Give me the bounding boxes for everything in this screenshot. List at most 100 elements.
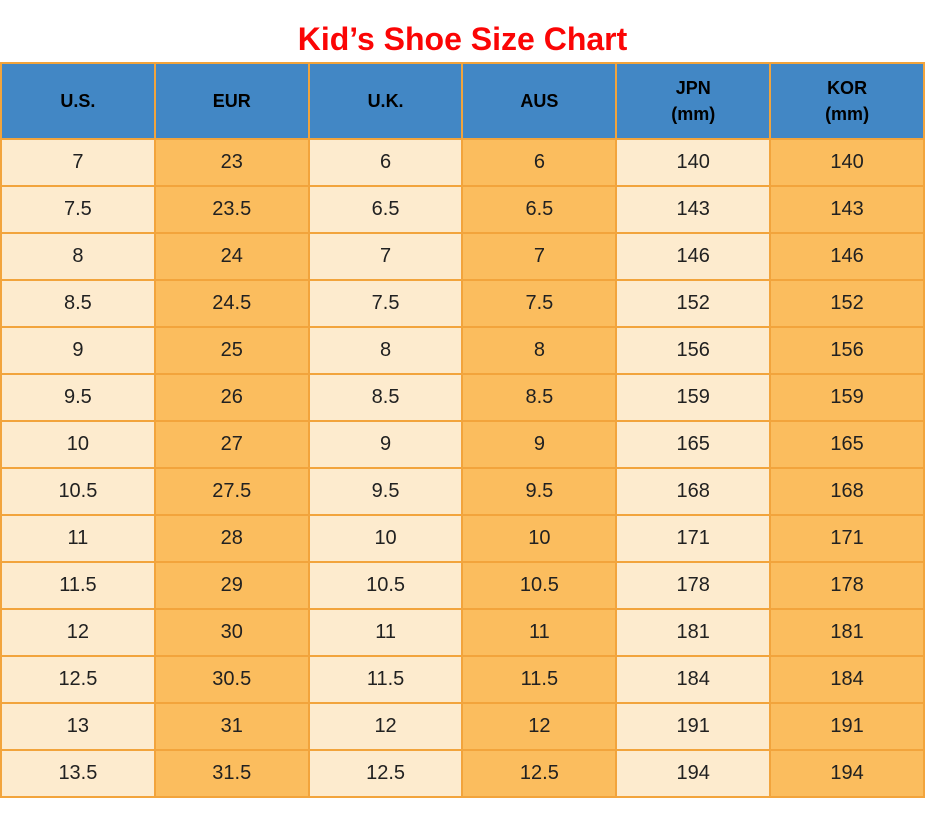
- table-cell: 10.5: [0, 467, 156, 516]
- table-cell: 9.5: [307, 467, 464, 516]
- table-cell: 8.5: [307, 373, 464, 422]
- table-cell: 191: [769, 702, 925, 751]
- table-cell: 184: [769, 655, 925, 704]
- column-header-jpn: JPN (mm): [615, 62, 772, 140]
- table-cell: 181: [615, 608, 772, 657]
- column-header-aus: AUS: [461, 62, 618, 140]
- table-cell: 146: [769, 232, 925, 281]
- table-row: 11 28 10 10 171 171: [0, 514, 925, 563]
- table-cell: 28: [153, 514, 310, 563]
- table-row: 10 27 9 9 165 165: [0, 420, 925, 469]
- table-cell: 8: [461, 326, 618, 375]
- table-cell: 10.5: [307, 561, 464, 610]
- table-cell: 140: [615, 138, 772, 187]
- table-cell: 152: [769, 279, 925, 328]
- table-cell: 159: [615, 373, 772, 422]
- table-cell: 140: [769, 138, 925, 187]
- table-cell: 7: [0, 138, 156, 187]
- table-cell: 13.5: [0, 749, 156, 798]
- table-cell: 11: [307, 608, 464, 657]
- table-row: 8.5 24.5 7.5 7.5 152 152: [0, 279, 925, 328]
- column-header-label: U.S.: [60, 91, 96, 111]
- table-cell: 24.5: [153, 279, 310, 328]
- table-cell: 13: [0, 702, 156, 751]
- table-cell: 171: [615, 514, 772, 563]
- table-cell: 11.5: [0, 561, 156, 610]
- table-cell: 30.5: [153, 655, 310, 704]
- table-header: U.S. EUR U.K. AUS JPN (mm): [0, 62, 925, 140]
- table-cell: 12.5: [0, 655, 156, 704]
- column-header-label: AUS: [520, 91, 559, 111]
- column-header-label: EUR: [212, 91, 251, 111]
- table-cell: 10: [0, 420, 156, 469]
- table-cell: 11: [461, 608, 618, 657]
- table-cell: 31: [153, 702, 310, 751]
- table-cell: 8: [0, 232, 156, 281]
- table-cell: 9.5: [0, 373, 156, 422]
- table-row: 12 30 11 11 181 181: [0, 608, 925, 657]
- table-cell: 143: [615, 185, 772, 234]
- table-cell: 152: [615, 279, 772, 328]
- table-cell: 7: [461, 232, 618, 281]
- table-row: 9 25 8 8 156 156: [0, 326, 925, 375]
- table-cell: 194: [769, 749, 925, 798]
- table-cell: 7.5: [461, 279, 618, 328]
- table-cell: 23: [153, 138, 310, 187]
- table-cell: 7.5: [0, 185, 156, 234]
- header-row: U.S. EUR U.K. AUS JPN (mm): [0, 62, 925, 140]
- table-cell: 24: [153, 232, 310, 281]
- table-cell: 156: [769, 326, 925, 375]
- table-cell: 171: [769, 514, 925, 563]
- table-row: 13 31 12 12 191 191: [0, 702, 925, 751]
- table-cell: 165: [769, 420, 925, 469]
- table-cell: 159: [769, 373, 925, 422]
- table-cell: 156: [615, 326, 772, 375]
- table-cell: 184: [615, 655, 772, 704]
- table-cell: 178: [615, 561, 772, 610]
- table-cell: 12: [307, 702, 464, 751]
- table-cell: 10: [461, 514, 618, 563]
- table-cell: 178: [769, 561, 925, 610]
- table-cell: 165: [615, 420, 772, 469]
- table-cell: 9.5: [461, 467, 618, 516]
- column-header-uk: U.K.: [307, 62, 464, 140]
- table-cell: 9: [0, 326, 156, 375]
- column-header-eur: EUR: [153, 62, 310, 140]
- table-cell: 11.5: [461, 655, 618, 704]
- table-cell: 7.5: [307, 279, 464, 328]
- table-cell: 10.5: [461, 561, 618, 610]
- table-cell: 26: [153, 373, 310, 422]
- table-cell: 181: [769, 608, 925, 657]
- table-cell: 27.5: [153, 467, 310, 516]
- table-cell: 12: [0, 608, 156, 657]
- table-row: 13.5 31.5 12.5 12.5 194 194: [0, 749, 925, 798]
- column-header-sub: (mm): [671, 104, 716, 124]
- table-cell: 8.5: [0, 279, 156, 328]
- column-header-label: U.K.: [367, 91, 404, 111]
- table-cell: 25: [153, 326, 310, 375]
- column-header-sub: (mm): [825, 104, 870, 124]
- table-cell: 6.5: [307, 185, 464, 234]
- table-cell: 7: [307, 232, 464, 281]
- table-cell: 10: [307, 514, 464, 563]
- table-body: 7 23 6 6 140 140 7.5 23.5 6.5 6.5 143 143 8 24 7 7 146 14…: [0, 138, 925, 798]
- table-cell: 11.5: [307, 655, 464, 704]
- table-cell: 23.5: [153, 185, 310, 234]
- table-cell: 191: [615, 702, 772, 751]
- table-cell: 31.5: [153, 749, 310, 798]
- table-cell: 8: [307, 326, 464, 375]
- table-cell: 6: [307, 138, 464, 187]
- table-cell: 11: [0, 514, 156, 563]
- table-row: 9.5 26 8.5 8.5 159 159: [0, 373, 925, 422]
- table-cell: 29: [153, 561, 310, 610]
- column-header-kor: KOR (mm): [769, 62, 925, 140]
- table-cell: 8.5: [461, 373, 618, 422]
- table-row: 7 23 6 6 140 140: [0, 138, 925, 187]
- column-header-label: KOR: [827, 78, 868, 98]
- table-cell: 6.5: [461, 185, 618, 234]
- table-cell: 12: [461, 702, 618, 751]
- page-title: Kid’s Shoe Size Chart: [297, 21, 628, 57]
- table-cell: 194: [615, 749, 772, 798]
- table-cell: 30: [153, 608, 310, 657]
